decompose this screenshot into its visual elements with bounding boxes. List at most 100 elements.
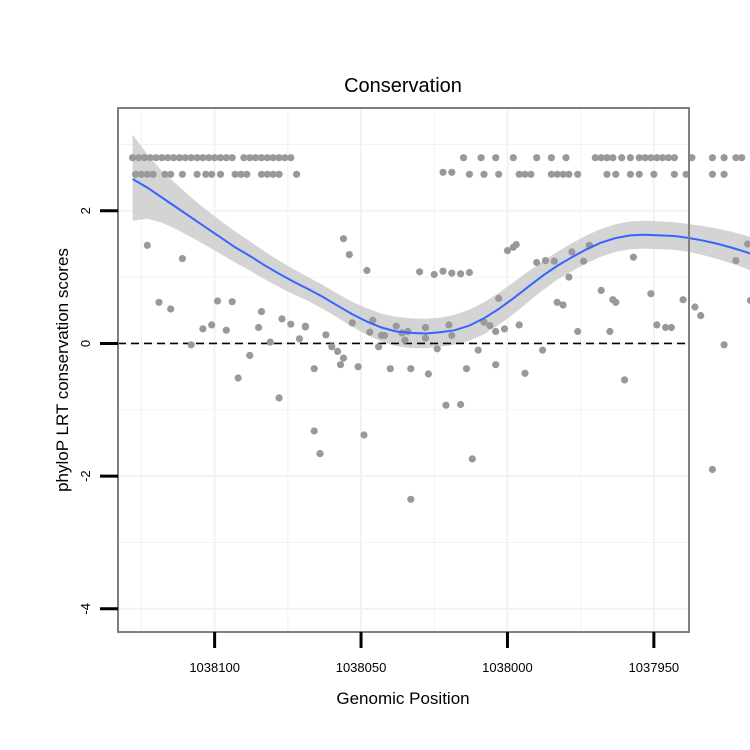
data-point [448,168,456,176]
data-point [492,361,500,369]
data-point [199,154,207,162]
data-point [269,170,277,178]
data-point [187,341,195,349]
y-axis-label: phyloP LRT conservation scores [53,248,72,492]
data-point [187,154,195,162]
data-point [208,170,216,178]
data-point [310,365,318,373]
data-point [246,154,254,162]
data-point [559,301,567,309]
data-point [708,170,717,178]
data-point [533,258,541,267]
y-tick-label: -2 [78,470,93,482]
data-point [515,170,523,178]
data-point [653,321,661,329]
data-point [275,170,283,178]
data-point [240,154,248,162]
data-point [134,154,143,162]
data-point [597,286,605,294]
data-point [392,322,400,330]
data-point [354,363,362,371]
smooth-line-layer [132,178,750,335]
data-point [442,401,450,409]
data-point [421,323,430,332]
data-point [445,321,453,329]
data-point [708,154,717,162]
data-point [281,154,289,162]
data-point [580,257,588,265]
x-axis-label: Genomic Position [336,689,469,708]
x-tick-label: 1038050 [336,660,387,675]
data-point [430,270,438,279]
data-point [746,296,750,304]
data-point [609,154,617,162]
data-point [257,308,266,316]
data-point [653,154,661,162]
data-point [360,431,368,439]
data-point [228,154,236,162]
data-point [559,170,567,178]
data-point [137,170,145,178]
data-point [416,268,424,276]
data-point [465,170,473,178]
data-point [369,316,377,324]
data-point [553,170,561,178]
confidence-ribbon-layer [132,134,750,349]
data-point [193,154,201,162]
data-point [659,154,667,162]
data-point [474,346,482,354]
data-point [252,154,260,162]
data-point [287,320,295,328]
data-point [541,257,550,265]
grid-lines [118,108,689,632]
data-point [626,154,635,162]
data-point [143,170,151,178]
data-point [457,270,465,278]
data-point [167,170,175,178]
data-point [339,235,348,243]
data-point [606,327,614,336]
data-point [629,253,638,261]
data-point [257,170,266,178]
data-point [647,290,655,298]
data-point [222,154,230,162]
data-point [143,241,151,249]
data-point [214,297,222,305]
data-point [539,346,547,354]
data-point [500,325,509,333]
data-point [480,318,488,326]
confidence-ribbon [132,134,750,349]
data-point [243,170,251,178]
data-point [509,154,517,162]
data-point [682,170,690,178]
data-point [550,257,558,265]
data-point [667,323,676,332]
data-point [334,347,342,355]
data-point [618,154,626,162]
data-point [553,298,561,306]
data-point [457,400,465,409]
data-point [216,154,225,162]
data-point [129,154,137,162]
data-point [222,326,230,334]
data-point [257,154,266,162]
data-point [495,294,503,302]
data-point [670,170,679,178]
data-point [202,170,210,178]
data-point [574,327,582,336]
data-point [650,170,658,178]
data-points [129,154,750,503]
data-point [231,170,239,178]
data-point [339,354,348,362]
data-point [662,323,670,332]
data-point [562,154,570,162]
data-point [495,170,503,178]
data-point [175,154,184,162]
data-point [612,170,620,178]
data-point [424,370,432,378]
data-point [269,154,277,162]
data-point [521,170,529,178]
data-point [720,154,728,162]
data-point [155,298,163,306]
